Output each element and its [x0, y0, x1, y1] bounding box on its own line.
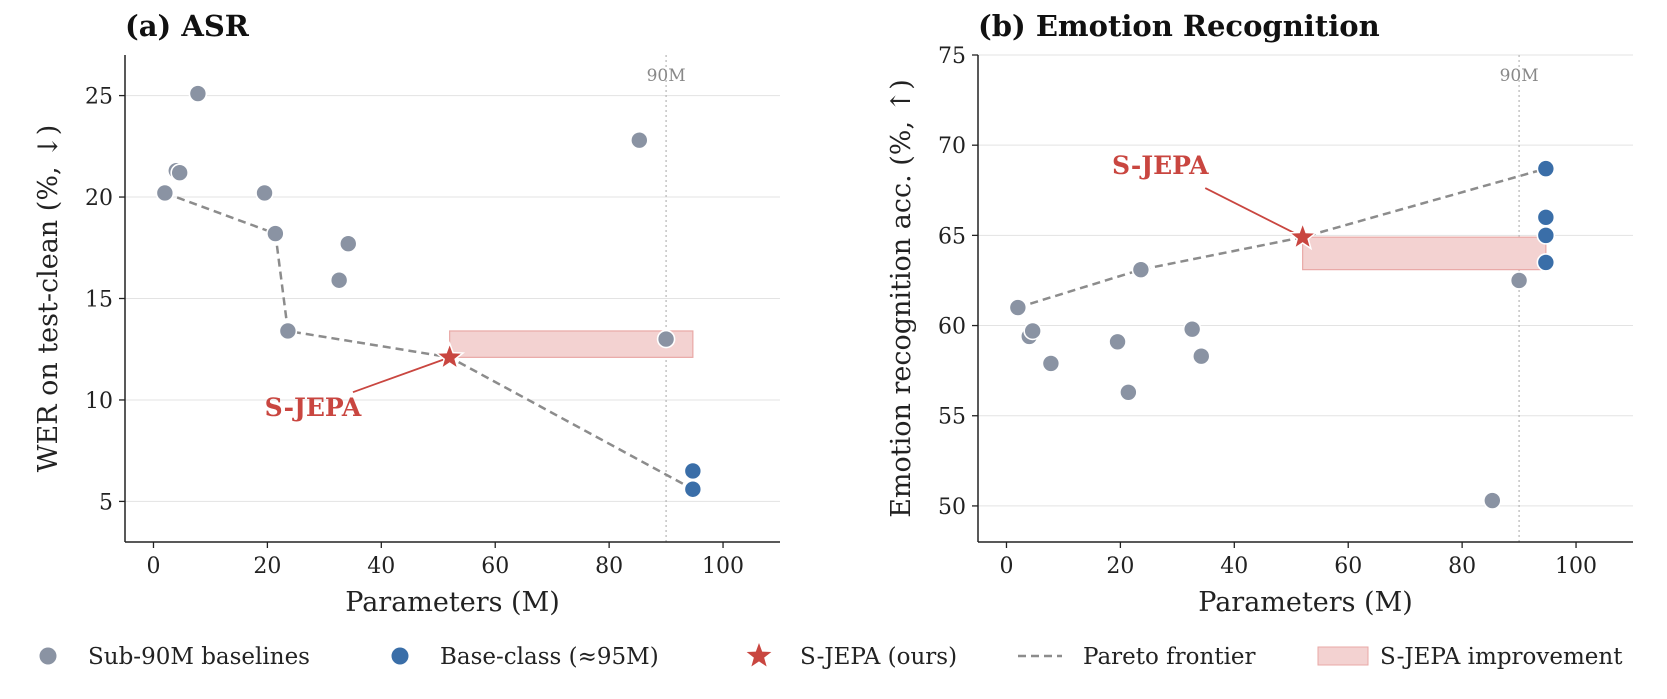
emotion-y-axis-label: Emotion recognition acc. (%, ↑): [886, 79, 917, 518]
emotion-y-tick-label: 70: [938, 134, 966, 159]
emotion-panel-title: (b) Emotion Recognition: [978, 9, 1380, 43]
legend-baseline-marker: [39, 647, 57, 665]
emotion-x-tick-label: 60: [1334, 554, 1362, 579]
emotion-baseline-point: [1191, 346, 1211, 366]
emotion-sjepa-star: [1287, 220, 1319, 251]
emotion-annotation-arrow: [1204, 187, 1304, 238]
asr-baseline-point: [255, 183, 274, 203]
asr-x-tick-label: 80: [595, 554, 623, 579]
asr-y-tick-label: 5: [99, 490, 113, 515]
asr-baseline-point: [188, 84, 208, 103]
asr-baseline-point: [155, 183, 175, 203]
asr-90m-label: 90M: [647, 66, 686, 86]
legend-item-label: Sub-90M baselines: [88, 644, 310, 670]
legend-improvement-marker: [1317, 646, 1369, 666]
emotion-baseclass-point: [1536, 226, 1556, 245]
emotion-baseline-point: [1119, 382, 1138, 402]
emotion-baseline-point: [1041, 354, 1061, 373]
asr-x-tick-label: 100: [702, 554, 744, 579]
emotion-90m-label: 90M: [1500, 66, 1539, 86]
emotion-x-tick-label: 80: [1448, 554, 1476, 579]
emotion-x-tick-label: 0: [999, 554, 1013, 579]
emotion-improvement-band: [1302, 236, 1547, 271]
asr-panel-title: (a) ASR: [125, 9, 250, 43]
emotion-y-tick-label: 75: [938, 44, 966, 69]
emotion-baseline-point: [1509, 271, 1529, 290]
asr-baseline-point: [266, 224, 285, 243]
asr-improvement-band: [449, 330, 694, 358]
emotion-baseline-point: [1023, 321, 1042, 341]
emotion-y-tick-label: 60: [938, 315, 966, 340]
emotion-baseline-point: [1131, 260, 1151, 279]
emotion-x-tick-label: 20: [1106, 554, 1134, 579]
emotion-x-tick-label: 40: [1220, 554, 1248, 579]
emotion-baseclass-point: [1536, 159, 1556, 178]
asr-baseline-point: [170, 163, 189, 182]
legend-item-label: Base-class (≈95M): [440, 644, 659, 670]
emotion-baseclass-point: [1536, 253, 1556, 272]
asr-y-tick-label: 15: [85, 288, 113, 313]
emotion-y-tick-label: 65: [938, 224, 966, 249]
asr-baseclass-point: [683, 461, 703, 481]
legend-sjepa-marker: [746, 643, 772, 667]
legend-baseclass-marker: [391, 647, 409, 665]
emotion-x-tick-label: 100: [1555, 554, 1597, 579]
emotion-baseline-point: [1483, 491, 1502, 510]
emotion-x-axis-label: Parameters (M): [1198, 587, 1413, 618]
emotion-baseline-point: [1008, 298, 1028, 317]
asr-baseline-point: [278, 321, 298, 341]
asr-y-tick-label: 20: [85, 186, 113, 211]
asr-annotation-label: S-JEPA: [265, 393, 362, 422]
emotion-y-tick-label: 50: [938, 495, 966, 520]
asr-baseclass-point: [683, 479, 703, 499]
asr-x-tick-label: 60: [481, 554, 509, 579]
asr-x-axis-label: Parameters (M): [345, 587, 560, 618]
emotion-pareto-line: [1017, 167, 1547, 309]
asr-baseline-point: [329, 270, 349, 290]
legend-item-label: S-JEPA improvement: [1380, 644, 1623, 670]
emotion-baseline-point: [1108, 332, 1127, 352]
asr-baseline-point: [656, 329, 676, 349]
asr-baseline-point: [338, 234, 358, 254]
asr-y-axis-label: WER on test-clean (%, ↓): [33, 125, 64, 473]
emotion-annotation-label: S-JEPA: [1112, 151, 1209, 180]
legend-item-label: S-JEPA (ours): [800, 644, 957, 670]
asr-x-tick-label: 0: [146, 554, 160, 579]
asr-sjepa-star: [434, 341, 466, 371]
emotion-baseline-point: [1182, 319, 1202, 339]
emotion-y-tick-label: 55: [938, 405, 966, 430]
asr-annotation-arrow: [352, 356, 450, 394]
emotion-baseclass-point: [1536, 208, 1556, 227]
asr-x-tick-label: 40: [367, 554, 395, 579]
asr-y-tick-label: 10: [85, 389, 113, 414]
asr-baseline-point: [630, 130, 649, 150]
legend-item-label: Pareto frontier: [1083, 644, 1256, 670]
asr-y-tick-label: 25: [85, 85, 113, 110]
asr-x-tick-label: 20: [253, 554, 281, 579]
